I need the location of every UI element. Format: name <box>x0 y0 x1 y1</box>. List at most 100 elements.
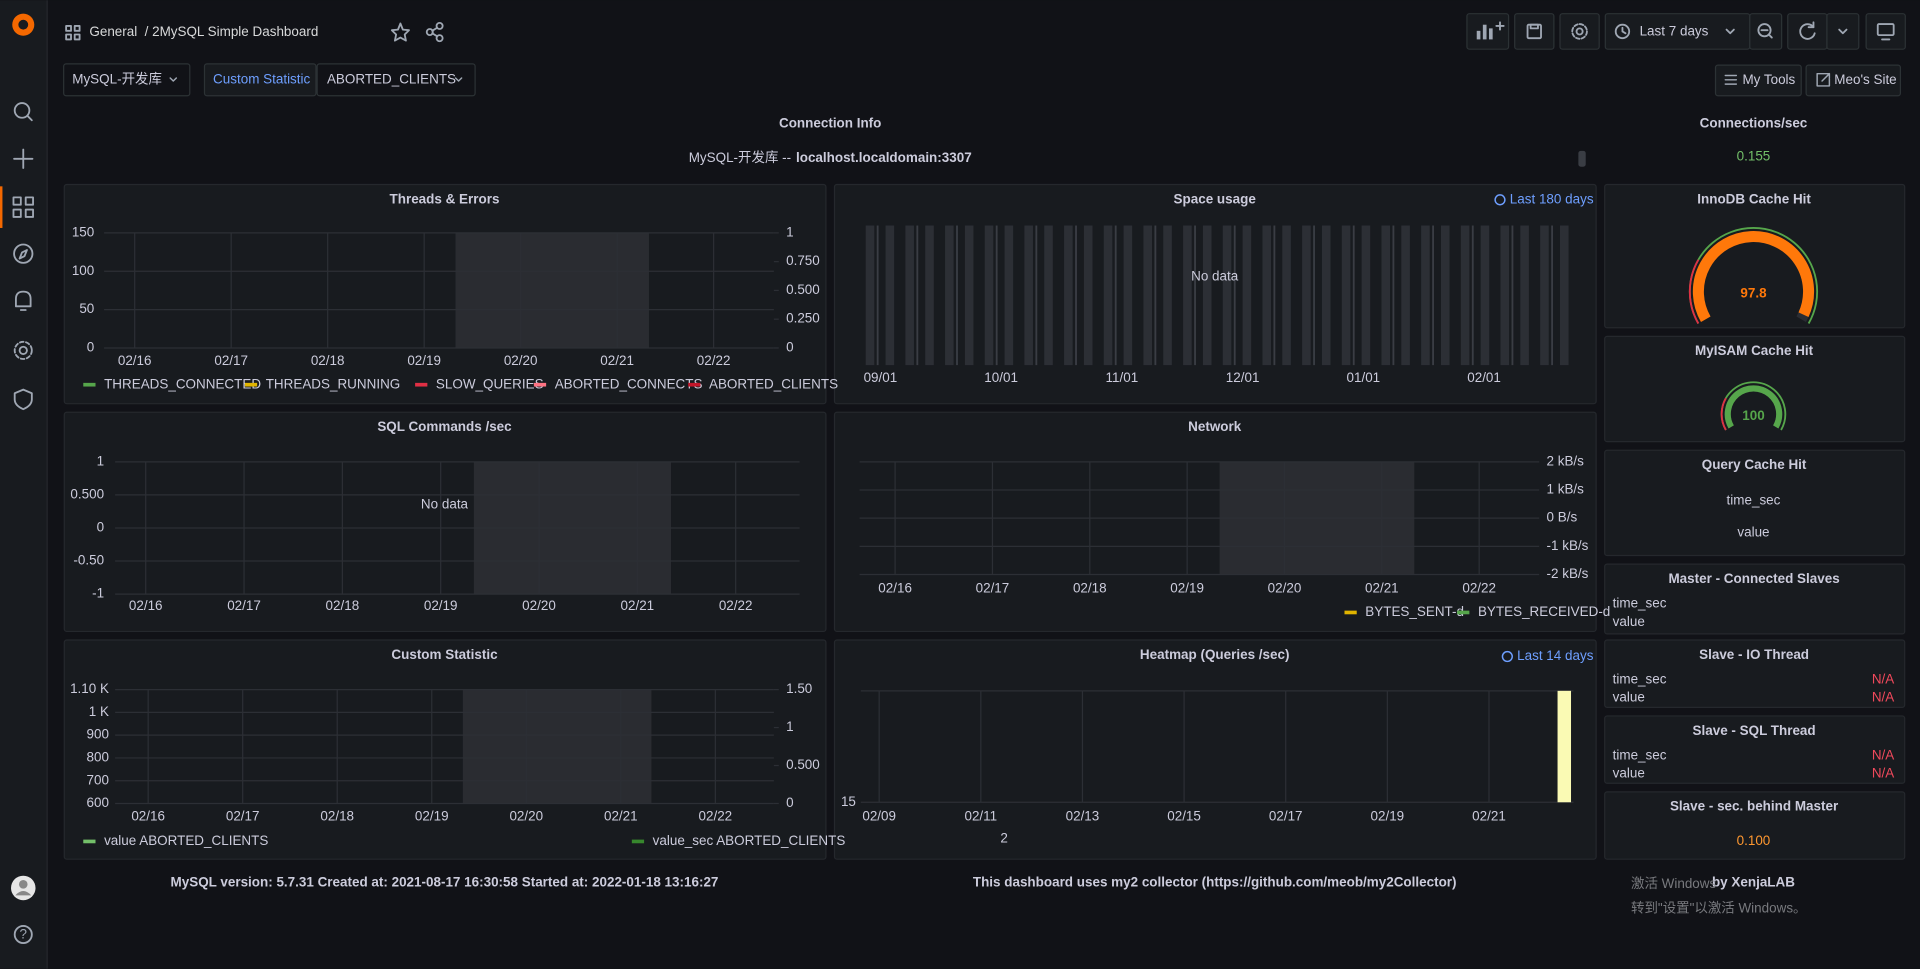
time-range[interactable]: Last 7 days <box>1640 24 1709 39</box>
y-tick-label: 100 <box>72 263 94 278</box>
legend-label: BYTES_RECEIVED-d <box>1478 604 1610 619</box>
user-avatar[interactable] <box>11 875 36 901</box>
instance-value[interactable]: MySQL-开发库 <box>72 71 162 86</box>
panel-title: Slave - SQL Thread <box>1693 723 1816 738</box>
link-label[interactable]: My Tools <box>1742 72 1795 87</box>
connection-text: MySQL-开发库 -- localhost.localdomain:3307 <box>689 150 972 165</box>
legend-swatch <box>1457 610 1470 615</box>
placeholder-gap <box>1511 225 1514 366</box>
x-tick-label: 02/01 <box>1467 370 1501 385</box>
tv-mode-button[interactable] <box>1865 13 1906 50</box>
y-tick-label: 1 kB/s <box>1547 482 1585 497</box>
breadcrumb-folder[interactable]: General <box>89 24 137 39</box>
x-tick-label: 02/20 <box>509 809 543 824</box>
placeholder-bar <box>1500 225 1510 366</box>
watermark-title: 激活 Windows <box>1631 876 1716 891</box>
grafana-logo[interactable] <box>12 13 35 36</box>
panel-title: InnoDB Cache Hit <box>1697 191 1811 206</box>
server-admin-icon[interactable] <box>13 388 33 411</box>
x-tick-label: 02/21 <box>600 353 634 368</box>
active-indicator <box>0 186 3 228</box>
placeholder-gap <box>1035 225 1038 366</box>
search-icon[interactable] <box>13 102 33 122</box>
x-tick-label: 02/21 <box>604 809 638 824</box>
zoom-out-button[interactable] <box>1749 13 1783 50</box>
link-meos-site[interactable]: Meo's Site <box>1805 64 1902 97</box>
panel-title: Query Cache Hit <box>1702 457 1807 472</box>
y-tick-label: 1 <box>786 719 793 734</box>
placeholder-bar <box>1361 225 1371 366</box>
legend-label: THREADS_RUNNING <box>266 376 401 391</box>
legend-label: value_sec ABORTED_CLIENTS <box>653 833 846 848</box>
placeholder-gap <box>956 225 958 366</box>
placeholder-gap <box>1154 225 1157 366</box>
panel <box>833 411 1597 633</box>
placeholder-bar <box>1401 225 1410 366</box>
refresh-interval-button[interactable] <box>1826 13 1860 50</box>
time-picker[interactable]: Last 7 days <box>1604 13 1751 50</box>
create-icon[interactable] <box>13 148 34 169</box>
footer-collector: This dashboard uses my2 collector (https… <box>973 875 1457 890</box>
panel <box>1604 715 1906 784</box>
gauge-arc <box>1724 385 1783 429</box>
footer-versions: MySQL version: 5.7.31 Created at: 2021-0… <box>171 875 719 890</box>
y-tick-label: 0 <box>786 795 793 810</box>
x-tick-label: 02/19 <box>415 809 449 824</box>
panel-title: Custom Statistic <box>391 647 498 662</box>
y-tick-label: -1 kB/s <box>1547 538 1589 553</box>
y-tick-label: -0.50 <box>73 553 104 568</box>
y-tick-label: 1 K <box>89 704 109 719</box>
panel-title: Network <box>1188 419 1242 434</box>
legend-label: BYTES_SENT-d <box>1365 604 1464 619</box>
custom-variable[interactable]: Custom Statistic ABORTED_CLIENTS <box>203 63 476 97</box>
help-icon[interactable]: ? <box>13 925 33 944</box>
star-button[interactable] <box>390 22 410 42</box>
save-button[interactable] <box>1514 13 1555 50</box>
custom-value[interactable]: ABORTED_CLIENTS <box>327 71 456 86</box>
panel <box>63 639 827 860</box>
y-tick-label: 0.750 <box>786 253 820 268</box>
panel <box>63 183 827 405</box>
stat-value: N/A <box>1872 766 1894 781</box>
instance-variable[interactable]: MySQL-开发库 <box>63 63 191 97</box>
placeholder-bar <box>1321 225 1331 366</box>
y-tick-label: -1 <box>92 586 104 601</box>
stat-field: time_sec <box>1613 671 1667 686</box>
legend-label: 2 <box>1000 831 1007 846</box>
legend-swatch <box>244 382 258 387</box>
explore-icon[interactable] <box>13 243 34 264</box>
heatmap-cell <box>1557 690 1572 803</box>
configuration-icon[interactable] <box>13 340 33 360</box>
x-tick-label: 02/20 <box>522 598 556 613</box>
share-button[interactable] <box>425 21 444 43</box>
refresh-button[interactable] <box>1787 13 1828 50</box>
placeholder-gap <box>1075 225 1077 366</box>
placeholder-bar <box>1460 225 1470 366</box>
alerting-icon[interactable] <box>15 290 32 311</box>
placeholder-bar <box>1262 225 1272 366</box>
x-tick-label: 02/18 <box>326 598 360 613</box>
link-label[interactable]: Meo's Site <box>1834 72 1896 87</box>
clock-icon <box>1494 194 1506 206</box>
settings-button[interactable] <box>1559 13 1600 50</box>
placeholder-gap <box>1432 225 1434 366</box>
add-panel-button[interactable] <box>1466 13 1510 50</box>
legend-label: SLOW_QUERIES <box>436 376 544 391</box>
panel-title: Connection Info <box>779 115 881 130</box>
placeholder-bar <box>1044 225 1053 366</box>
link-my-tools[interactable]: My Tools <box>1714 64 1802 97</box>
legend-swatch <box>631 839 645 844</box>
legend-label: ABORTED_CONNECTS <box>555 376 703 391</box>
x-tick-label: 02/22 <box>1462 581 1496 596</box>
panel <box>1604 449 1906 557</box>
y-tick-label: 150 <box>72 224 94 239</box>
x-tick-label: 01/01 <box>1347 370 1381 385</box>
dashboards-icon[interactable] <box>12 196 34 218</box>
placeholder-gap <box>876 225 879 366</box>
breadcrumb-title[interactable]: / 2MySQL Simple Dashboard <box>145 24 319 39</box>
legend-label: value ABORTED_CLIENTS <box>104 833 268 848</box>
x-tick-label: 02/17 <box>214 353 248 368</box>
x-tick-label: 02/18 <box>311 353 345 368</box>
breadcrumb: General / 2MySQL Simple Dashboard <box>89 24 318 39</box>
clock-icon <box>1501 650 1513 663</box>
